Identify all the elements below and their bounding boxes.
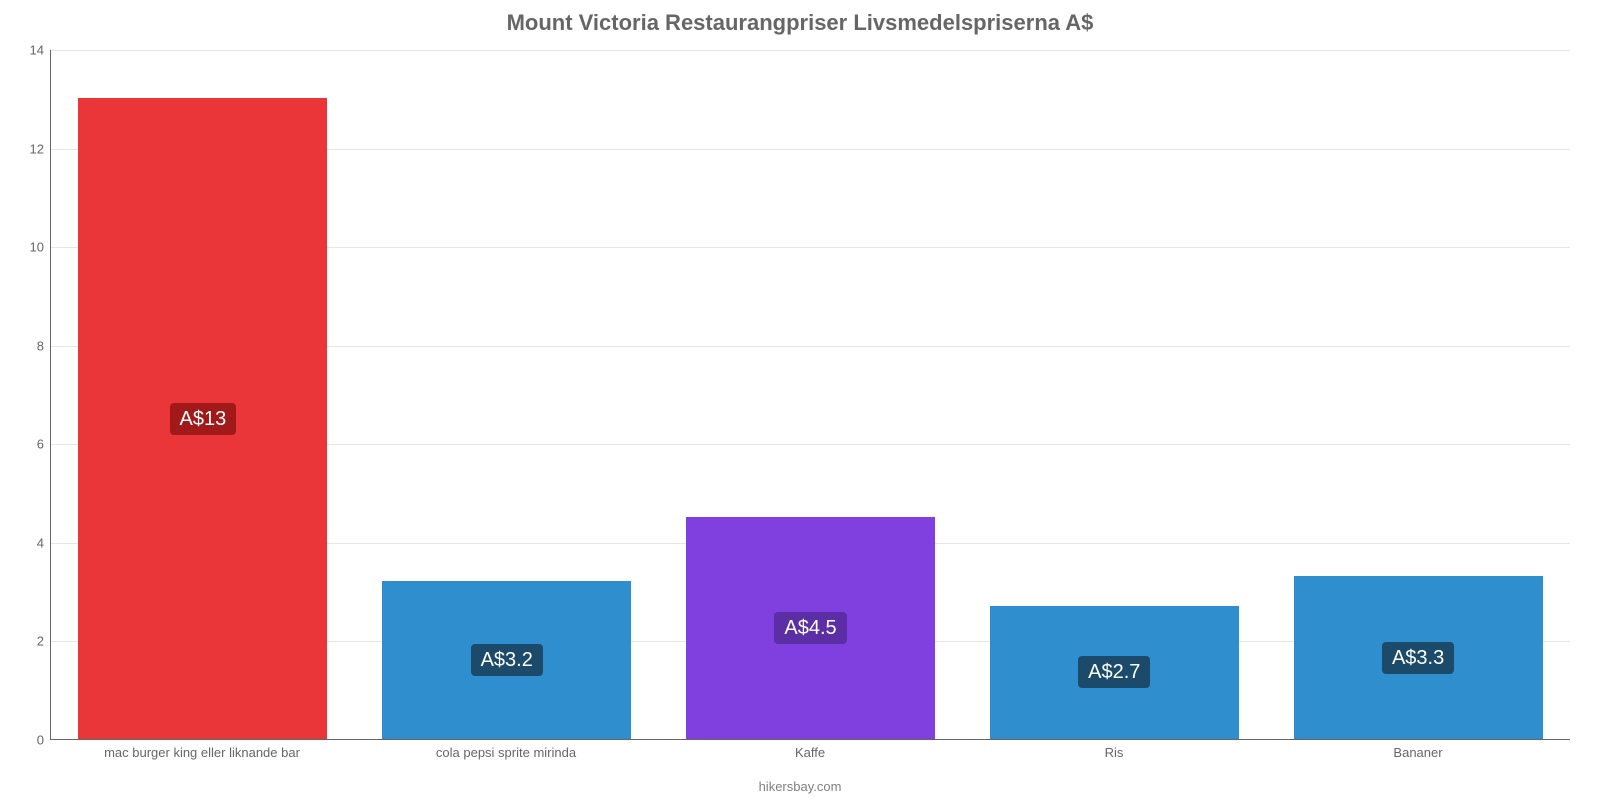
x-axis-label: cola pepsi sprite mirinda bbox=[354, 745, 658, 760]
bar-slot: A$3.3 bbox=[1266, 50, 1570, 739]
x-axis-label: Bananer bbox=[1266, 745, 1570, 760]
value-badge: A$4.5 bbox=[774, 612, 846, 644]
bar: A$2.7 bbox=[990, 606, 1239, 739]
value-badge: A$3.3 bbox=[1382, 642, 1454, 674]
y-tick-label: 4 bbox=[4, 535, 44, 550]
plot-area: A$13 A$3.2 A$4.5 A$2.7 A$3.3 bbox=[50, 50, 1570, 740]
y-tick-label: 2 bbox=[4, 634, 44, 649]
x-axis-label: mac burger king eller liknande bar bbox=[50, 745, 354, 760]
y-tick-label: 8 bbox=[4, 338, 44, 353]
bar-slot: A$2.7 bbox=[962, 50, 1266, 739]
y-tick-label: 6 bbox=[4, 437, 44, 452]
bar-slot: A$4.5 bbox=[659, 50, 963, 739]
y-tick-label: 12 bbox=[4, 141, 44, 156]
x-axis-labels: mac burger king eller liknande barcola p… bbox=[50, 745, 1570, 760]
bar: A$13 bbox=[78, 98, 327, 739]
y-tick-label: 0 bbox=[4, 733, 44, 748]
price-bar-chart: Mount Victoria Restaurangpriser Livsmede… bbox=[0, 0, 1600, 800]
bar: A$4.5 bbox=[686, 517, 935, 739]
bar-slot: A$13 bbox=[51, 50, 355, 739]
x-axis-label: Ris bbox=[962, 745, 1266, 760]
y-tick-label: 10 bbox=[4, 240, 44, 255]
x-axis-label: Kaffe bbox=[658, 745, 962, 760]
bar-slot: A$3.2 bbox=[355, 50, 659, 739]
value-badge: A$13 bbox=[170, 403, 237, 435]
y-tick-label: 14 bbox=[4, 43, 44, 58]
chart-title: Mount Victoria Restaurangpriser Livsmede… bbox=[0, 10, 1600, 36]
bar: A$3.2 bbox=[382, 581, 631, 739]
value-badge: A$2.7 bbox=[1078, 656, 1150, 688]
bar: A$3.3 bbox=[1294, 576, 1543, 739]
credit-label: hikersbay.com bbox=[0, 779, 1600, 794]
bars-row: A$13 A$3.2 A$4.5 A$2.7 A$3.3 bbox=[51, 50, 1570, 739]
value-badge: A$3.2 bbox=[471, 644, 543, 676]
